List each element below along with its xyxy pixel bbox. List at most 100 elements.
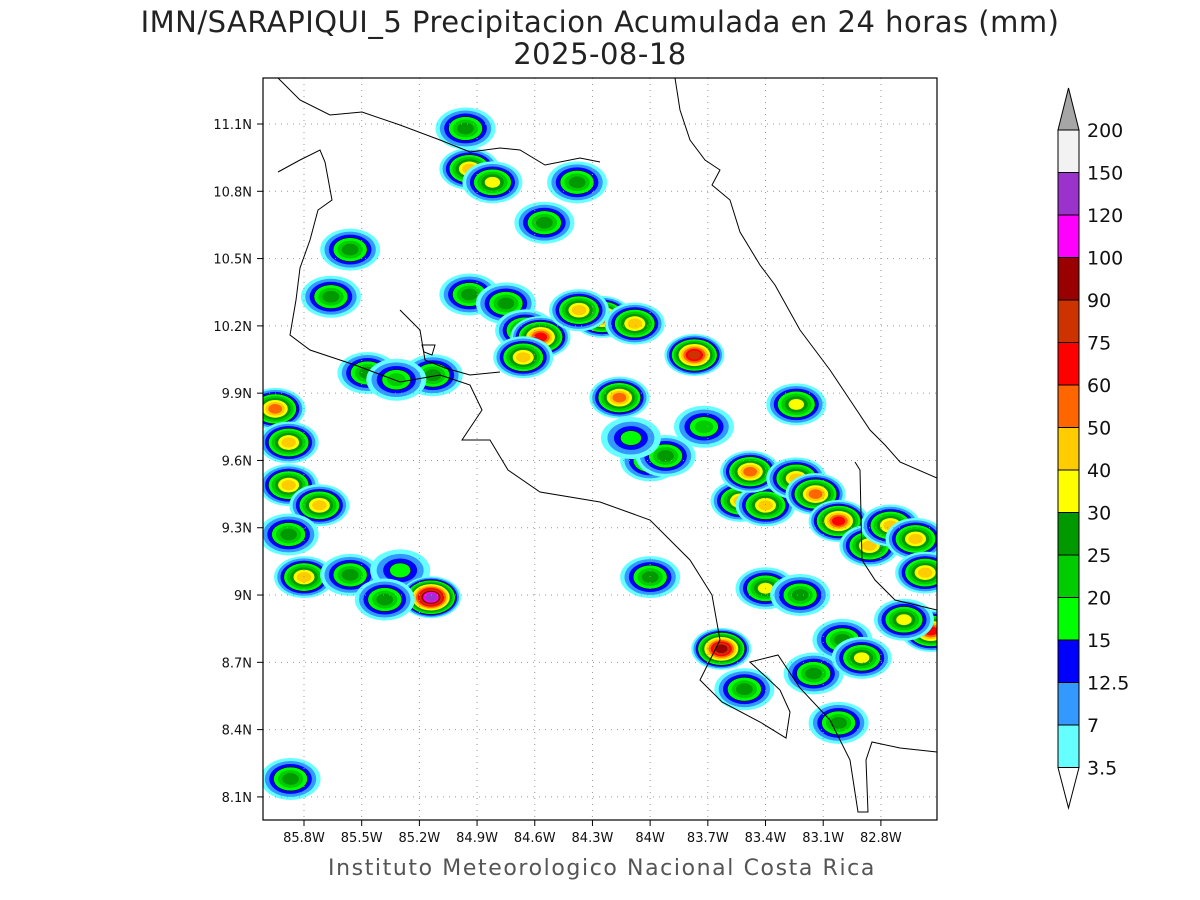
precip-contour	[688, 350, 701, 360]
precip-cell	[808, 701, 869, 744]
precip-contour	[758, 500, 773, 511]
axis-ticks: 85.8W 85.5W 85.2W 84.9W 84.6W 84.3W 84W 83.7W 83…	[213, 118, 902, 846]
precip-cell	[548, 289, 609, 332]
colorbar-swatch	[1057, 682, 1080, 726]
precip-cell	[604, 302, 665, 345]
precip-cell	[783, 652, 844, 695]
lat-tick-label: 8.1N	[222, 791, 252, 806]
precip-cell	[873, 598, 934, 641]
precip-cell	[263, 757, 321, 800]
lon-tick-label: 84.6W	[514, 831, 556, 846]
colorbar-swatch	[1057, 257, 1080, 301]
lon-tick-label: 83.7W	[687, 831, 729, 846]
precip-cell	[831, 636, 892, 679]
lat-tick-label: 8.4N	[222, 724, 252, 739]
precip-contour	[341, 243, 359, 256]
coastline-caribbean	[674, 78, 937, 479]
precip-cell	[547, 161, 608, 204]
colorbar-label: 3.5	[1087, 758, 1117, 780]
precip-cell	[766, 383, 827, 426]
colorbar-label: 120	[1087, 205, 1123, 227]
colorbar-swatch	[1057, 469, 1080, 513]
precip-cell	[673, 405, 734, 448]
precip-contour	[457, 122, 474, 135]
coastline-nicaragua-lake	[277, 78, 601, 166]
lat-tick-label: 9.3N	[222, 522, 252, 537]
precip-contour	[853, 652, 870, 664]
lat-tick-label: 10.8N	[213, 185, 252, 200]
precip-contour	[736, 683, 753, 696]
precip-cell	[812, 618, 873, 661]
precip-cell	[462, 161, 523, 204]
precip-contour	[908, 533, 923, 545]
precip-contour	[280, 528, 297, 541]
colorbar-swatch	[1057, 554, 1080, 598]
precip-contour	[484, 176, 501, 188]
colorbar-label: 60	[1087, 375, 1111, 397]
island	[421, 344, 436, 356]
lat-tick-label: 9.6N	[222, 454, 252, 469]
lat-tick-label: 9.9N	[222, 387, 252, 402]
colorbar-label: 90	[1087, 290, 1111, 312]
colorbar: 3.5 7 12.5 15 20 25 30 40 50 60 75 90 100 120 150 200	[1057, 87, 1129, 810]
colorbar-swatch	[1057, 129, 1080, 173]
precip-contour	[322, 290, 340, 303]
precip-cell	[770, 574, 831, 617]
coastline-pacific	[277, 149, 937, 813]
precip-contour	[743, 466, 758, 477]
precip-contour	[830, 717, 847, 729]
colorbar-swatch	[1057, 512, 1080, 556]
precip-contour	[376, 593, 394, 606]
precip-cell	[366, 358, 427, 401]
colorbar-label: 40	[1087, 460, 1111, 482]
map-date: 2025-08-18	[513, 37, 687, 71]
precip-contour	[497, 297, 515, 310]
precip-contour	[831, 516, 846, 526]
precip-contour	[641, 571, 659, 583]
colorbar-label: 20	[1087, 588, 1111, 610]
lat-tick-label: 8.7N	[222, 656, 252, 671]
precip-cell	[589, 376, 650, 419]
precip-contour	[612, 392, 627, 403]
precip-cell	[274, 556, 334, 599]
precip-cell	[691, 627, 752, 670]
colorbar-swatch	[1057, 724, 1080, 768]
precip-contour	[387, 373, 406, 387]
precip-cell	[720, 450, 781, 493]
colorbar-label: 12.5	[1087, 673, 1129, 695]
precip-contour	[296, 572, 312, 583]
lon-tick-label: 83.4W	[745, 831, 787, 846]
coastline-nicoya-gulf	[399, 309, 501, 376]
precip-contour	[788, 398, 805, 410]
lon-tick-label: 84W	[635, 831, 665, 846]
precip-contour	[715, 644, 728, 654]
precip-contour	[268, 404, 283, 414]
precip-contour	[694, 420, 714, 434]
precip-cell	[600, 417, 661, 460]
precip-cell	[289, 484, 350, 527]
precip-contour	[341, 569, 359, 581]
colorbar-swatch	[1057, 342, 1080, 386]
colorbar-over-arrow	[1057, 87, 1080, 131]
lat-tick-label: 10.2N	[213, 320, 252, 335]
precip-contour	[620, 430, 642, 446]
precipitation-field	[263, 107, 937, 800]
lon-tick-label: 82.8W	[860, 831, 902, 846]
precip-cell	[320, 228, 381, 271]
colorbar-label: 75	[1087, 333, 1111, 355]
precip-contour	[896, 614, 912, 626]
precip-cell	[714, 668, 775, 711]
precip-contour	[515, 352, 531, 363]
lon-tick-label: 85.5W	[341, 831, 383, 846]
colorbar-label: 200	[1087, 120, 1123, 142]
precip-contour	[282, 773, 299, 785]
lon-tick-label: 85.8W	[283, 831, 325, 846]
precip-contour	[805, 667, 822, 680]
colorbar-label: 15	[1087, 630, 1111, 652]
colorbar-swatch	[1057, 384, 1080, 428]
footer-credit: Instituto Meteorologico Nacional Costa R…	[328, 856, 876, 881]
precip-cell	[435, 107, 496, 150]
precip-contour	[657, 450, 674, 462]
precip-contour	[281, 437, 296, 448]
